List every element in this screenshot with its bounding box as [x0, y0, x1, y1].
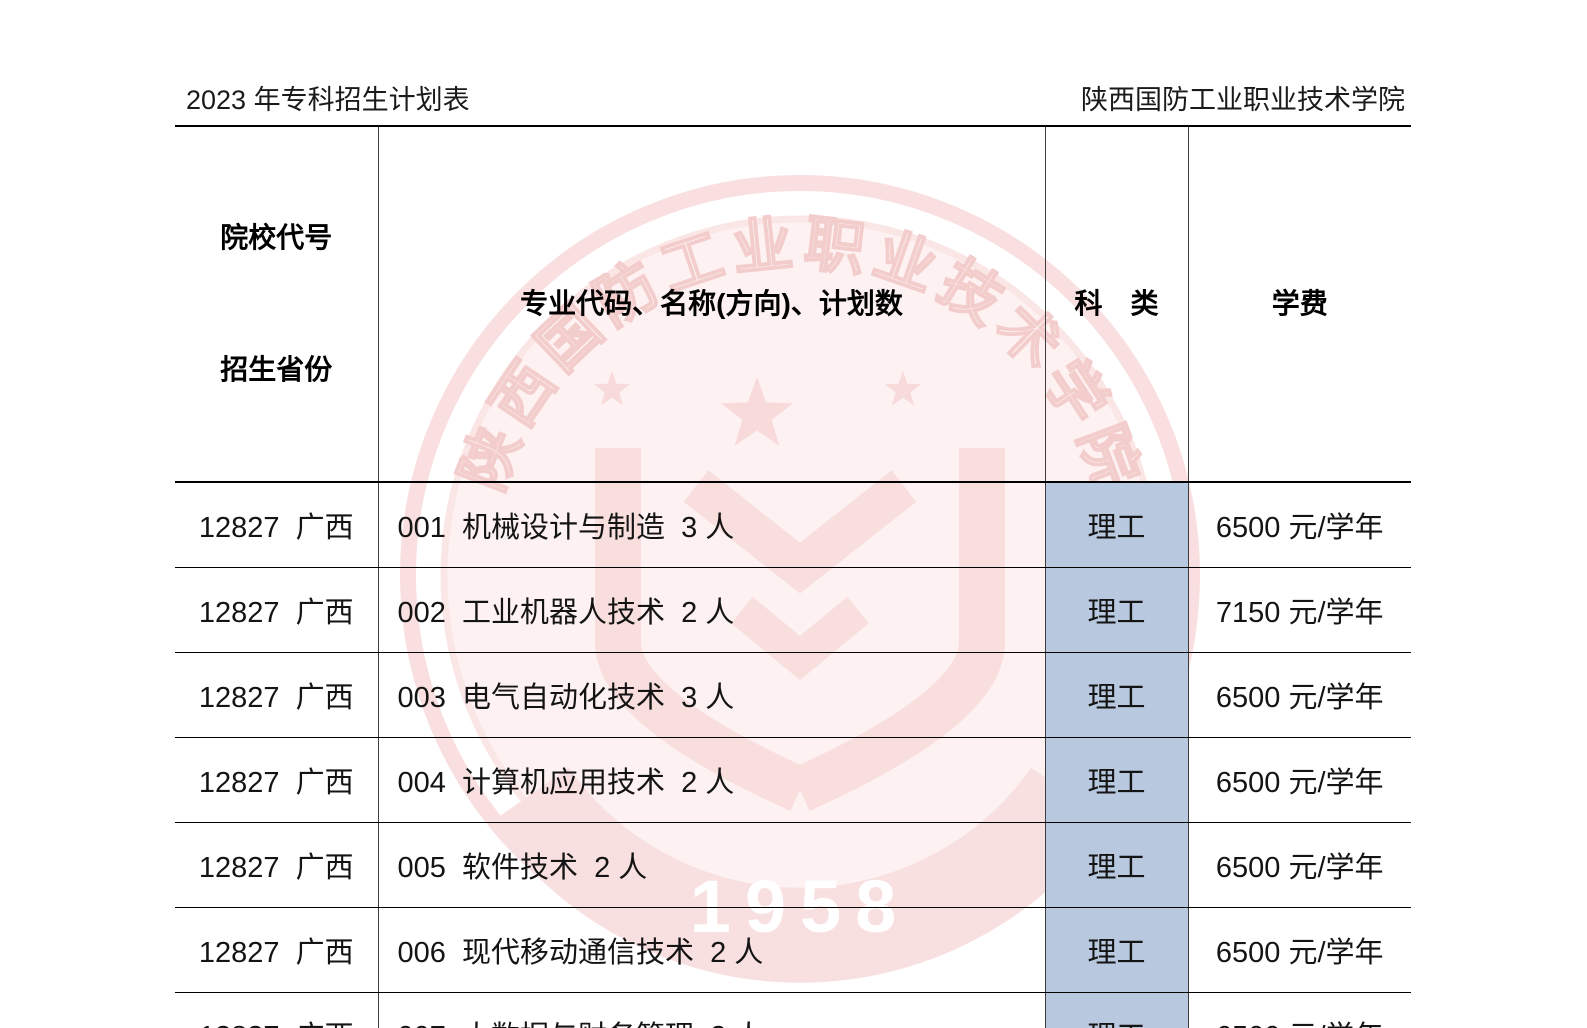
- table-row: 12827 广西 002 工业机器人技术 2 人 理工 7150 元/学年: [175, 567, 1411, 653]
- cell-code-province: 12827 广西: [175, 567, 378, 653]
- header-category: 科 类: [1044, 126, 1188, 483]
- table-row: 12827 广西 001 机械设计与制造 3 人 理工 6500 元/学年: [175, 482, 1411, 568]
- cell-code-province: 12827 广西: [175, 652, 378, 738]
- cell-tuition: 6500 元/学年: [1187, 737, 1411, 823]
- cell-major: 001 机械设计与制造 3 人: [377, 482, 1045, 568]
- cell-tuition: 6500 元/学年: [1187, 652, 1411, 738]
- cell-code-province: 12827 广西: [175, 907, 378, 993]
- table-row: 12827 广西 003 电气自动化技术 3 人 理工 6500 元/学年: [175, 652, 1411, 738]
- cell-category: 理工: [1044, 907, 1188, 993]
- cell-category: 理工: [1044, 737, 1188, 823]
- cell-code-province: 12827 广西: [175, 482, 378, 568]
- cell-major: 003 电气自动化技术 3 人: [377, 652, 1045, 738]
- cell-code-province: 12827 广西: [175, 737, 378, 823]
- cell-code-province: 12827 广西: [175, 992, 378, 1028]
- cell-category: 理工: [1044, 567, 1188, 653]
- cell-tuition: 6500 元/学年: [1187, 482, 1411, 568]
- cell-major: 006 现代移动通信技术 2 人: [377, 907, 1045, 993]
- page-title: 2023 年专科招生计划表: [186, 85, 470, 115]
- cell-code-province: 12827 广西: [175, 822, 378, 908]
- header-college-code: 院校代号: [220, 222, 333, 253]
- header-tuition: 学费: [1187, 126, 1411, 483]
- cell-tuition: 7150 元/学年: [1187, 567, 1411, 653]
- cell-major: 002 工业机器人技术 2 人: [377, 567, 1045, 653]
- header-major: 专业代码、名称(方向)、计划数: [377, 126, 1045, 483]
- table-row: 12827 广西 007 大数据与财务管理 2 人 理工 6500 元/学年: [175, 992, 1411, 1028]
- cell-tuition: 6500 元/学年: [1187, 822, 1411, 908]
- header-province: 招生省份: [220, 354, 333, 385]
- cell-major: 007 大数据与财务管理 2 人: [377, 992, 1045, 1028]
- cell-major: 005 软件技术 2 人: [377, 822, 1045, 908]
- cell-category: 理工: [1044, 822, 1188, 908]
- enrollment-plan-table: 院校代号 招生省份 专业代码、名称(方向)、计划数 科 类 学费 12827 广…: [175, 125, 1411, 1028]
- cell-category: 理工: [1044, 652, 1188, 738]
- table-row: 12827 广西 006 现代移动通信技术 2 人 理工 6500 元/学年: [175, 907, 1411, 993]
- header-row: 院校代号 招生省份 专业代码、名称(方向)、计划数 科 类 学费: [175, 126, 1411, 483]
- header-college-code-province: 院校代号 招生省份: [175, 126, 378, 483]
- school-name: 陕西国防工业职业技术学院: [1081, 85, 1405, 115]
- cell-tuition: 6500 元/学年: [1187, 992, 1411, 1028]
- table-row: 12827 广西 005 软件技术 2 人 理工 6500 元/学年: [175, 822, 1411, 908]
- cell-category: 理工: [1044, 482, 1188, 568]
- cell-major: 004 计算机应用技术 2 人: [377, 737, 1045, 823]
- cell-tuition: 6500 元/学年: [1187, 907, 1411, 993]
- cell-category: 理工: [1044, 992, 1188, 1028]
- table-row: 12827 广西 004 计算机应用技术 2 人 理工 6500 元/学年: [175, 737, 1411, 823]
